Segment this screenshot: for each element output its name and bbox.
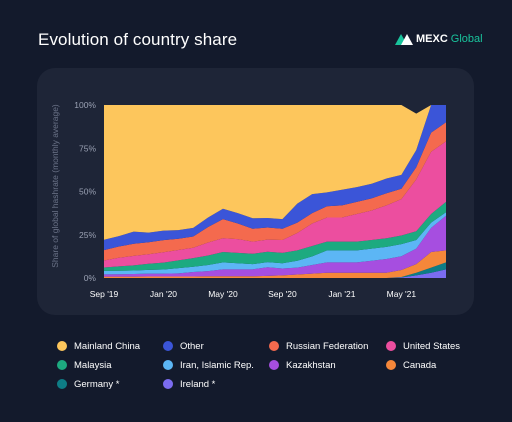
x-axis-ticks: Sep '19 Jan '20 May '20 Sep '20 Jan '21 May '… (90, 289, 417, 299)
area-ireland (104, 269, 446, 278)
legend-swatch (386, 341, 396, 351)
area-other (104, 105, 446, 251)
legend-label: Russian Federation (286, 340, 369, 352)
y-axis-ticks: 100% 75% 50% 25% 0% (74, 100, 96, 283)
area-united-states (104, 141, 446, 268)
legend-label: Germany * (74, 378, 120, 390)
legend-item-mainland-china: Mainland China (57, 340, 163, 352)
x-tick-label: May '20 (208, 289, 238, 299)
mexc-logo-icon (395, 34, 413, 45)
legend-item-kazakhstan: Kazakhstan (269, 359, 386, 371)
y-tick-label: 25% (79, 230, 96, 240)
x-tick-label: Sep '19 (90, 289, 119, 299)
legend-item-other: Other (163, 340, 269, 352)
y-tick-label: 50% (79, 187, 96, 197)
legend-swatch (269, 360, 279, 370)
chart-areas (104, 105, 446, 278)
legend-item-russian-federation: Russian Federation (269, 340, 386, 352)
legend-swatch (163, 360, 173, 370)
x-tick-label: Jan '20 (150, 289, 177, 299)
legend-item-united-states: United States (386, 340, 486, 352)
legend-label: Ireland * (180, 378, 216, 390)
x-tick-label: May '21 (387, 289, 417, 299)
legend-label: Iran, Islamic Rep. (180, 359, 254, 371)
mexc-logo: MEXC Global (395, 33, 483, 45)
legend-label: Malaysia (74, 359, 112, 371)
legend-swatch (269, 341, 279, 351)
legend-label: Canada (403, 359, 437, 371)
x-tick-label: Jan '21 (328, 289, 355, 299)
area-iran-islamic-rep (104, 212, 446, 275)
legend-item-iran-islamic-rep: Iran, Islamic Rep. (163, 359, 269, 371)
legend-swatch (163, 341, 173, 351)
page-title: Evolution of country share (38, 30, 238, 49)
y-tick-label: 75% (79, 143, 96, 153)
legend-item-germany: Germany * (57, 378, 163, 390)
legend-swatch (57, 379, 67, 389)
y-tick-label: 0% (84, 273, 97, 283)
logo-subtext: Global (450, 33, 483, 45)
legend-label: United States (403, 340, 461, 352)
legend-label: Kazakhstan (286, 359, 336, 371)
legend-item-malaysia: Malaysia (57, 359, 163, 371)
area-malaysia (104, 201, 446, 271)
legend-item-ireland: Ireland * (163, 378, 269, 390)
legend-swatch (57, 360, 67, 370)
area-russian-federation (104, 122, 446, 261)
area-mainland-china (104, 105, 446, 240)
legend-item-canada: Canada (386, 359, 486, 371)
legend-swatch (57, 341, 67, 351)
legend-swatch (163, 379, 173, 389)
x-tick-label: Sep '20 (268, 289, 297, 299)
legend-swatch (386, 360, 396, 370)
y-axis-label: Share of global hashrate (monthly averag… (50, 104, 60, 268)
legend-label: Other (180, 340, 204, 352)
legend-label: Mainland China (74, 340, 141, 352)
y-tick-label: 100% (74, 100, 96, 110)
chart-legend: Mainland China Other Russian Federation Uni… (57, 340, 477, 390)
logo-text: MEXC (416, 33, 448, 45)
